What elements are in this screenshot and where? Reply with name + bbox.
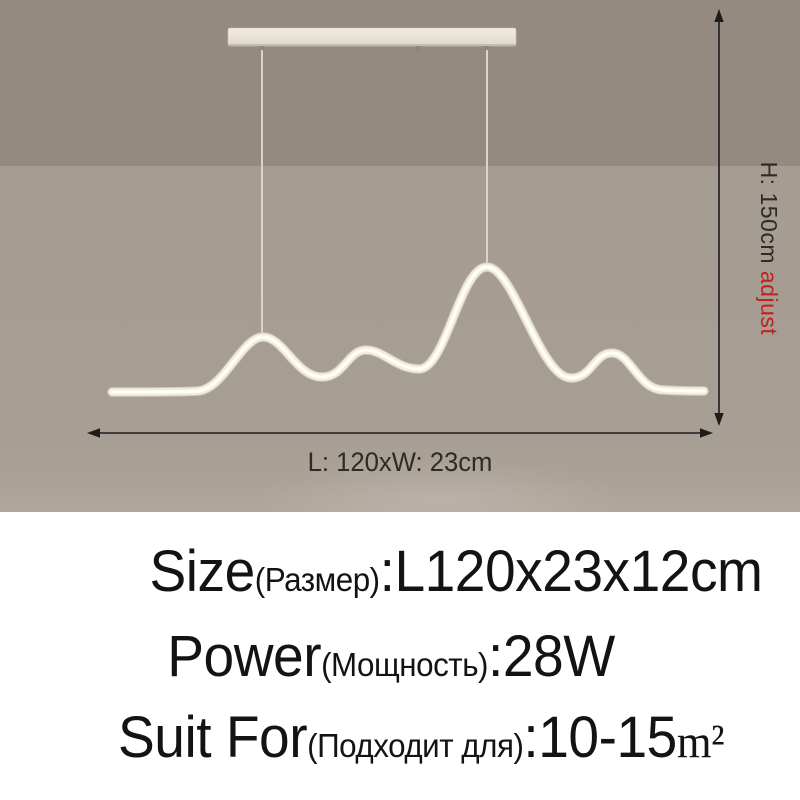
white-lower-area (0, 512, 800, 800)
spec-size-label: Size (149, 539, 256, 604)
spec-suitfor-label-native: (Подходит для) (307, 727, 524, 764)
spec-suitfor-label: Suit For (117, 705, 308, 770)
ceiling-mount-bar (227, 27, 517, 51)
spec-size-value: L120x23x12cm (394, 539, 763, 604)
spec-suitfor-value: 10-15 (538, 705, 677, 770)
spec-power-label: Power (167, 624, 322, 689)
spec-line-suit-for: Suit For(Подходит для):10-15m² (41, 709, 800, 767)
spec-size-colon: : (379, 539, 395, 604)
height-dimension-label: H: 150cm adjust (728, 134, 800, 336)
cord-attachment-left (259, 46, 264, 51)
height-adjust-text: adjust (756, 270, 782, 336)
wall-upper-band (0, 0, 800, 166)
length-dimension-label: L: 120xW: 23cm (307, 447, 493, 477)
cord-attachment-middle (416, 46, 421, 51)
spec-power-colon: : (488, 624, 503, 689)
suspension-cords (261, 50, 488, 333)
spec-power-value: 28W (502, 624, 615, 689)
spec-line-size: Size(Размер):L120x23x12cm (76, 543, 800, 601)
spec-power-label-native: (Мощность) (321, 646, 489, 683)
lamp-wave-tube (107, 262, 709, 397)
spec-size-label-native: (Размер) (254, 561, 380, 598)
wall-background (0, 166, 800, 512)
length-dimension-arrow (87, 428, 713, 438)
spec-line-power: Power(Мощность):28W (11, 628, 771, 686)
cord-attachment-right (484, 46, 489, 51)
height-value-text: H: 150cm (756, 161, 782, 271)
spec-suitfor-colon: : (523, 705, 539, 770)
height-dimension-arrow (714, 9, 724, 426)
spec-suitfor-unit: m² (676, 716, 725, 768)
